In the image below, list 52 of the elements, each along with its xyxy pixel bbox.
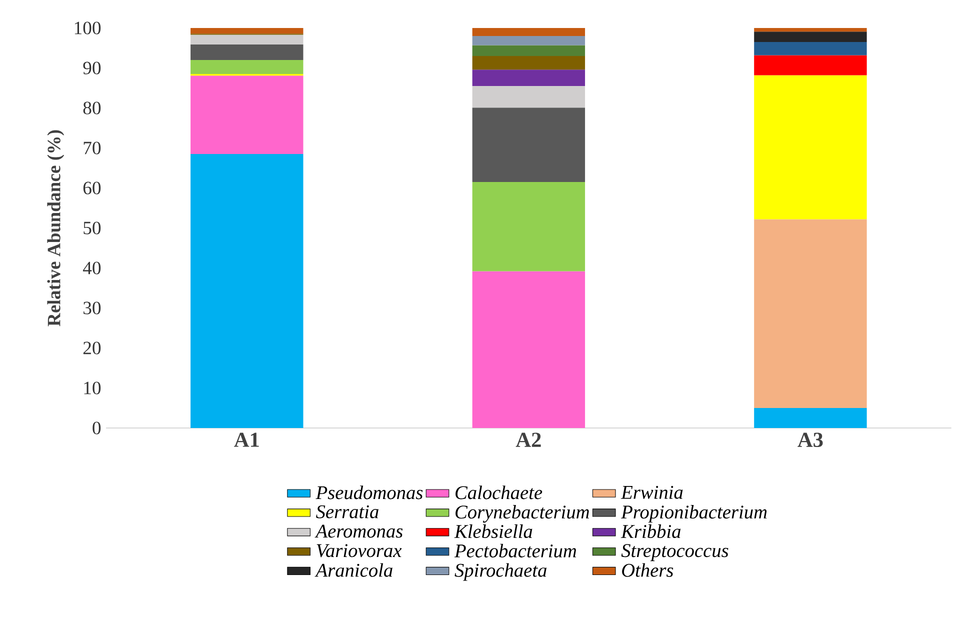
bar [472, 69, 586, 86]
bar [754, 408, 867, 428]
legend-label: Aeromonas [314, 524, 403, 538]
bar [754, 42, 867, 56]
legend-label: Variovorax [316, 544, 402, 558]
y-tick-label: 80 [83, 102, 101, 114]
bar [472, 36, 586, 46]
bar [190, 75, 304, 154]
legend-label: Corynebacterium [456, 504, 589, 522]
y-tick-label: 60 [83, 182, 101, 194]
bar [754, 75, 867, 220]
y-tick-label: 90 [83, 62, 101, 74]
legend-label: Kribbia [620, 524, 681, 538]
bar [190, 44, 304, 60]
legend-label: Serratia [316, 505, 378, 518]
y-axis-title: Relative Abundance (%) [47, 130, 64, 326]
legend-label: Erwinia [620, 486, 683, 499]
bar [472, 271, 586, 428]
bar [754, 55, 867, 76]
legend-label: Spirochaeta [454, 563, 546, 581]
bar [472, 182, 586, 272]
x-tick-label: A1 [234, 432, 259, 447]
legend-label: Klebsiella [454, 524, 532, 538]
y-tick-label: 20 [83, 342, 101, 354]
y-tick-label: 0 [92, 422, 101, 434]
bar [472, 107, 586, 182]
legend-label: Calochaete [456, 485, 542, 500]
y-tick-label: 40 [82, 262, 101, 274]
legend-label: Aranicola [314, 563, 392, 577]
legend-label: Others [622, 563, 674, 577]
bar [754, 28, 867, 32]
legend-label: Pseudomonas [316, 485, 423, 500]
y-tick-label: 30 [84, 302, 101, 314]
bar [472, 56, 586, 70]
bar [190, 34, 304, 44]
bar [472, 86, 586, 108]
bar [190, 154, 304, 428]
x-tick-label: A3 [798, 432, 823, 447]
y-tick-label: 10 [84, 382, 101, 394]
bar [472, 45, 586, 56]
bar [190, 60, 304, 74]
y-tick-label: 100 [74, 22, 101, 34]
y-tick-label: 70 [84, 142, 101, 154]
legend-label: Pectobacterium [454, 544, 576, 558]
bar [472, 28, 586, 36]
legend-label: Propionibacterium [620, 504, 767, 522]
legend-label: Streptococcus [621, 544, 728, 561]
y-tick-label: 50 [84, 222, 101, 234]
x-tick-label: A2 [516, 432, 541, 447]
bar [754, 31, 867, 42]
bar [754, 219, 867, 408]
bar [190, 28, 304, 34]
